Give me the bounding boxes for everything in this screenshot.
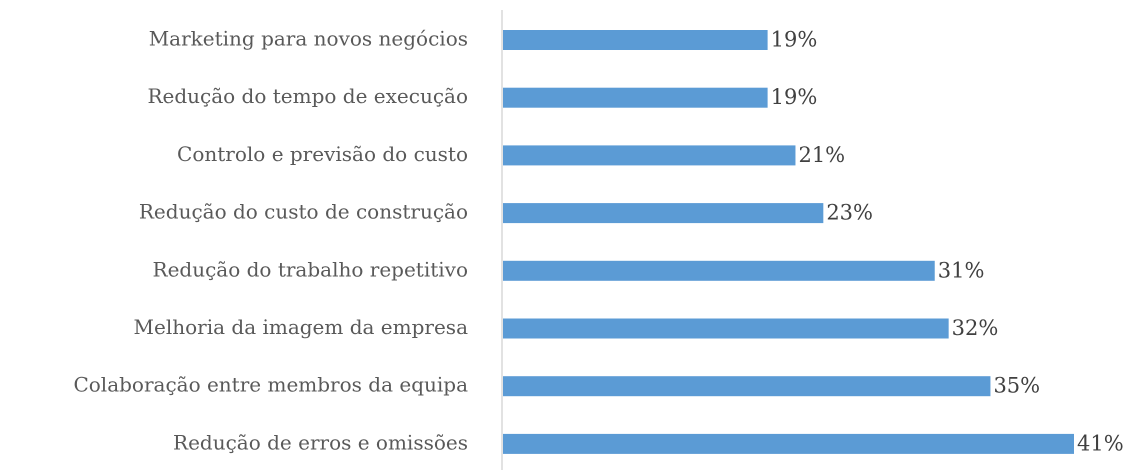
- category-label: Redução de erros e omissões: [173, 430, 468, 454]
- value-label: 31%: [938, 258, 985, 282]
- value-label: 19%: [771, 85, 818, 109]
- bar: [503, 30, 768, 50]
- bar: [503, 145, 796, 166]
- bar: [503, 260, 935, 281]
- bar: [503, 318, 949, 339]
- bar: [503, 203, 824, 224]
- value-label: 41%: [1077, 431, 1124, 455]
- value-label: 35%: [993, 374, 1040, 398]
- category-label: Redução do custo de construção: [139, 200, 468, 224]
- value-label: 23%: [826, 201, 873, 225]
- category-label: Melhoria da imagem da empresa: [134, 315, 469, 339]
- value-label: 32%: [952, 316, 999, 340]
- category-label: Colaboração entre membros da equipa: [73, 373, 468, 397]
- category-label: Controlo e previsão do custo: [177, 142, 468, 166]
- category-label: Redução do tempo de execução: [147, 84, 468, 108]
- category-label: Marketing para novos negócios: [149, 27, 468, 51]
- value-label: 21%: [798, 143, 845, 167]
- bar: [503, 376, 991, 397]
- bar: [503, 433, 1074, 454]
- category-label: Redução do trabalho repetitivo: [153, 257, 468, 281]
- value-label: 19%: [771, 28, 818, 52]
- bar: [503, 87, 768, 108]
